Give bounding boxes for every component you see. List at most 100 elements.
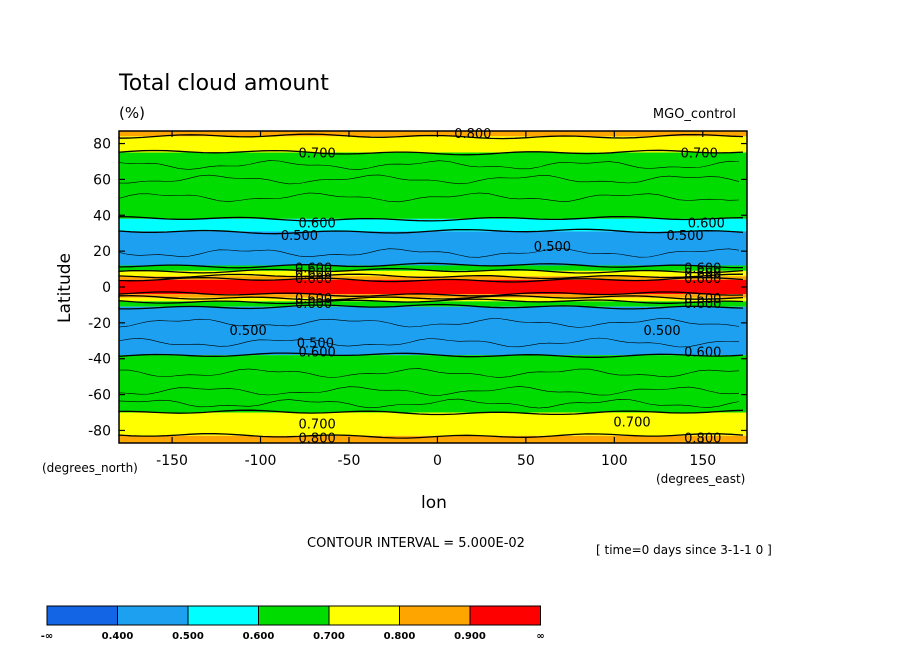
contour-lines — [118, 133, 744, 439]
contour-label: 0.600 — [684, 267, 721, 282]
contour-label: 0.600 — [684, 292, 721, 307]
band-2 — [119, 152, 747, 219]
time-note: [ time=0 days since 3-1-1 0 ] — [596, 543, 772, 557]
minor-contour-5 — [118, 398, 740, 409]
band-14 — [119, 412, 747, 436]
colorbar-label: 0.800 — [384, 631, 416, 642]
contour-label: 0.600 — [684, 297, 721, 312]
contour-line-2 — [118, 149, 744, 156]
contour-label: 0.600 — [295, 261, 332, 276]
contour-label: 0.700 — [299, 417, 336, 432]
contour-line-3 — [118, 215, 744, 222]
band-10 — [119, 297, 747, 302]
colorbar-swatch — [328, 605, 400, 626]
contour-line-8 — [118, 276, 744, 283]
contour-line-9 — [118, 291, 744, 297]
contour-label: 0.600 — [684, 346, 721, 361]
contour-line-7 — [118, 273, 744, 280]
x-axis: -150 -100 -50 0 50 100 150 — [156, 131, 716, 469]
contour-label: 0.600 — [684, 272, 721, 287]
colorbar-label: ∞ — [536, 631, 544, 642]
contour-label: 0.700 — [299, 147, 336, 162]
x-tick-label: 0 — [433, 453, 442, 469]
contour-label: 0.600 — [299, 216, 336, 231]
y-tick-label: -60 — [88, 388, 111, 404]
contour-line-4 — [118, 228, 744, 235]
x-units-label: (degrees_east) — [656, 472, 745, 486]
band-7 — [119, 276, 747, 280]
contour-label: 0.500 — [230, 324, 267, 339]
minor-contour-3 — [118, 368, 740, 378]
run-label: MGO_control — [653, 107, 736, 122]
band-1 — [119, 136, 747, 153]
contour-label: 0.600 — [299, 346, 336, 361]
y-tick-label: 0 — [102, 280, 111, 296]
colorbar-swatch — [46, 605, 118, 626]
contour-label: 0.500 — [666, 229, 703, 244]
contour-label: 0.800 — [454, 127, 491, 142]
band-13 — [119, 355, 747, 413]
contour-label: 0.500 — [643, 324, 680, 339]
y-axis-label: Latitude — [55, 253, 75, 323]
x-tick-label: 100 — [601, 453, 628, 469]
y-tick-label: 20 — [93, 244, 111, 260]
y-tick-label: 80 — [93, 137, 111, 153]
band-9 — [119, 294, 747, 298]
chart-units: (%) — [119, 104, 145, 122]
contour-label: 0.600 — [295, 297, 332, 312]
contour-label: 0.600 — [295, 267, 332, 282]
colorbar-label: 0.700 — [313, 631, 345, 642]
contour-label: 0.600 — [684, 261, 721, 276]
colorbar-label: 0.400 — [102, 631, 134, 642]
contour-label: 0.600 — [295, 292, 332, 307]
colorbar-swatch — [399, 605, 471, 626]
band-6 — [119, 270, 747, 277]
colorbar-label: 0.900 — [454, 631, 486, 642]
y-tick-label: -40 — [88, 352, 111, 368]
minor-contour-4 — [118, 386, 740, 396]
y-tick-label: -80 — [88, 423, 111, 439]
band-8 — [119, 279, 747, 295]
chart-title: Total cloud amount — [118, 71, 329, 96]
x-tick-label: -50 — [338, 453, 361, 469]
y-tick-label: 60 — [93, 172, 111, 188]
contour-line-13 — [118, 352, 744, 358]
contour-line-15 — [118, 433, 744, 439]
minor-contour-2 — [118, 192, 740, 203]
contour-label: 0.700 — [681, 147, 718, 162]
colorbar-swatch — [258, 605, 330, 626]
x-tick-label: -150 — [156, 453, 188, 469]
y-axis: 80 60 40 20 0 -20 -40 -60 -80 — [88, 137, 747, 439]
minor-contour-1 — [118, 174, 740, 185]
minor-contour-8 — [118, 337, 740, 348]
y-units-label: (degrees_north) — [42, 461, 138, 475]
x-tick-label: 150 — [689, 453, 716, 469]
contour-line-5 — [118, 262, 743, 269]
contour-line-14 — [118, 409, 744, 416]
contour-line-11 — [118, 298, 744, 305]
x-axis-label: lon — [421, 493, 447, 513]
contour-interval-note: CONTOUR INTERVAL = 5.000E-02 — [307, 536, 525, 551]
band-5 — [119, 265, 747, 271]
band-3 — [119, 218, 747, 232]
contour-label: 0.800 — [299, 432, 336, 447]
y-tick-label: 40 — [93, 208, 111, 224]
band-15 — [119, 435, 747, 443]
contour-line-12 — [118, 303, 744, 310]
y-tick-label: -20 — [88, 316, 111, 332]
contour-label: 0.600 — [688, 216, 725, 231]
contour-label: 0.600 — [295, 272, 332, 287]
colorbar-swatch — [117, 605, 189, 626]
colorbar-swatch — [469, 605, 541, 626]
contour-label: 0.500 — [297, 337, 334, 352]
plot-area — [119, 131, 747, 443]
x-tick-label: -100 — [245, 453, 277, 469]
band-4 — [119, 231, 747, 266]
contour-label: 0.500 — [534, 240, 571, 255]
colorbar-label: 0.500 — [172, 631, 204, 642]
band-12 — [119, 306, 747, 356]
colorbar-label: -∞ — [41, 631, 53, 642]
colorbar-label: 0.600 — [243, 631, 275, 642]
